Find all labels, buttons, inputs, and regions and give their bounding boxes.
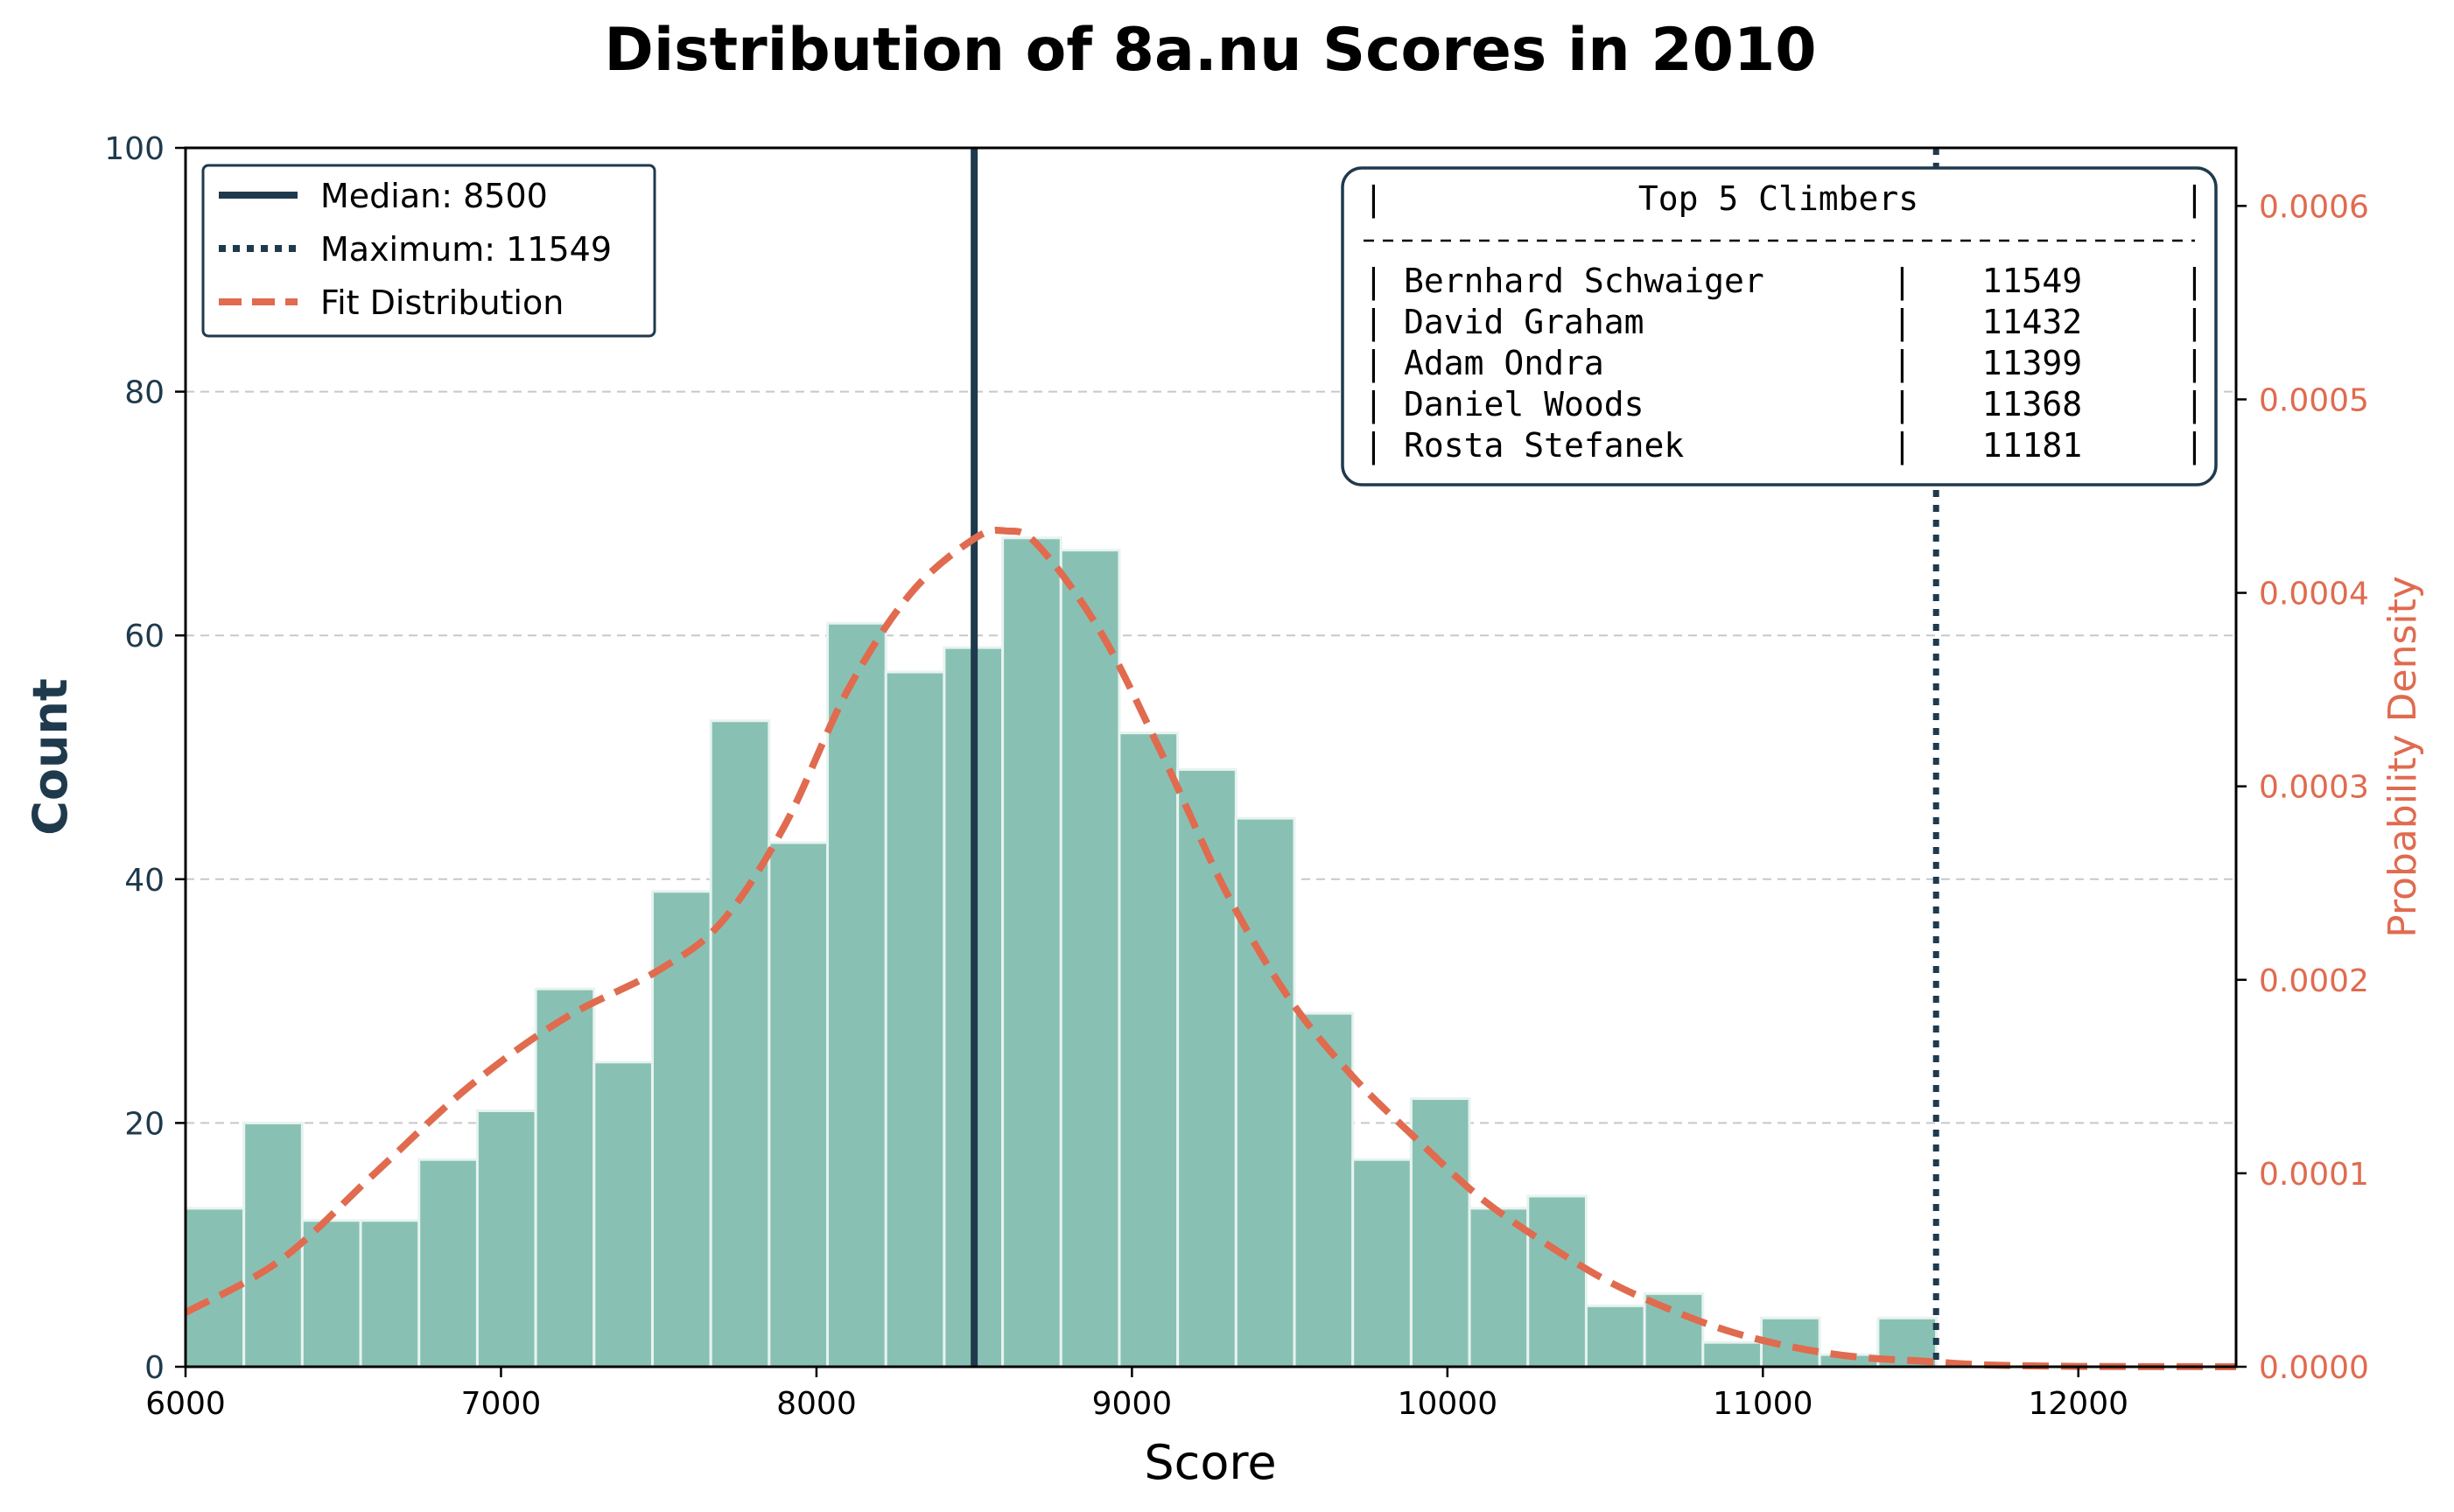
plot-frame: [184, 146, 2238, 1368]
legend: Median: 8500 Maximum: 11549 Fit Distribu…: [201, 164, 656, 338]
table-row-border: |: [2184, 303, 2205, 342]
histogram-bar: [300, 1219, 362, 1368]
y-tick-label: 0: [144, 1350, 165, 1386]
table-border-left: |: [1364, 179, 1384, 219]
y2-axis-ticks: 0.0000 0.0001 0.0002 0.0003 0.0004 0.0005 0.00…: [2236, 189, 2369, 1386]
legend-box: [201, 164, 656, 338]
legend-fit-label: Fit Distribution: [320, 284, 564, 322]
table-row-border: |: [1892, 426, 1912, 466]
histogram-bar: [1059, 549, 1121, 1368]
top-climbers-rows: | Bernhard Schwaiger | 11549 || David Graham |…: [1364, 262, 2205, 466]
climber-score: 11368: [1982, 385, 2082, 424]
x-tick-label: 7000: [461, 1386, 542, 1422]
table-row-border: |: [1892, 344, 1912, 383]
climber-name: Rosta Stefanek: [1404, 426, 1684, 465]
y2-tick-label: 0.0000: [2259, 1350, 2369, 1386]
y2-tick-label: 0.0003: [2259, 770, 2369, 806]
histogram-bar: [768, 841, 830, 1368]
histogram-bar: [650, 890, 712, 1368]
histogram-bar: [359, 1219, 421, 1368]
climber-name: Daniel Woods: [1404, 385, 1644, 424]
table-row-border: |: [2184, 262, 2205, 301]
top-climbers-title: Top 5 Climbers: [1638, 179, 1918, 218]
histogram-bar: [1468, 1207, 1530, 1368]
histogram-bar: [1526, 1194, 1588, 1368]
x-tick-label: 9000: [1092, 1386, 1173, 1422]
y-tick-label: 40: [124, 863, 165, 899]
table-border-right: |: [2184, 179, 2205, 219]
table-row-border: |: [1364, 426, 1384, 466]
histogram-bar: [884, 670, 946, 1368]
y2-tick-label: 0.0004: [2259, 577, 2369, 612]
y-axis-ticks: 0 20 40 60 80 100: [104, 131, 186, 1386]
y-axis-label: Count: [23, 678, 78, 835]
histogram-bar: [1701, 1340, 1763, 1368]
y2-axis-label: Probability Density: [2380, 576, 2425, 938]
x-tick-label: 8000: [776, 1386, 857, 1422]
y-tick-label: 100: [104, 131, 165, 167]
x-axis-ticks: 6000 7000 8000 9000 10000 11000 12000: [145, 1367, 2128, 1422]
legend-maximum-label: Maximum: 11549: [320, 230, 612, 269]
table-row-border: |: [1364, 303, 1384, 342]
x-tick-label: 12000: [2029, 1386, 2129, 1422]
histogram-bars: [184, 536, 1939, 1368]
histogram-bar: [534, 987, 596, 1368]
y-tick-label: 80: [124, 375, 165, 411]
climber-name: Adam Ondra: [1404, 344, 1604, 382]
table-row-border: |: [2184, 426, 2205, 466]
histogram-bar: [826, 621, 887, 1368]
histogram-bar: [1234, 816, 1296, 1368]
histogram-bar: [1351, 1158, 1413, 1368]
table-row-border: |: [1364, 344, 1384, 383]
legend-median-label: Median: 8500: [320, 177, 548, 215]
x-axis-label: Score: [1144, 1435, 1276, 1490]
histogram-bar: [709, 719, 771, 1368]
climber-name: David Graham: [1404, 303, 1644, 341]
histogram-bar: [475, 1109, 537, 1368]
histogram-bar: [1001, 536, 1062, 1368]
climber-score: 11399: [1982, 344, 2082, 382]
fit-curve: [184, 527, 2237, 1370]
x-tick-label: 11000: [1713, 1386, 1813, 1422]
climber-score: 11181: [1982, 426, 2082, 465]
table-row-border: |: [1892, 385, 1912, 424]
y2-tick-label: 0.0002: [2259, 963, 2369, 999]
histogram-bar: [1584, 1304, 1646, 1368]
table-row-border: |: [1364, 385, 1384, 424]
table-row-border: |: [1364, 262, 1384, 301]
y2-tick-label: 0.0006: [2259, 189, 2369, 225]
y2-tick-label: 0.0001: [2259, 1157, 2369, 1193]
histogram-bar: [417, 1158, 479, 1368]
climber-score: 11432: [1982, 303, 2082, 341]
top-climbers-table: | Top 5 Climbers | | Bernhard Schwaiger | 1…: [1341, 166, 2218, 486]
y-tick-label: 60: [124, 619, 165, 654]
x-tick-label: 10000: [1398, 1386, 1498, 1422]
y-tick-label: 20: [124, 1106, 165, 1142]
top-climbers-box: [1341, 166, 2218, 486]
table-row-border: |: [1892, 262, 1912, 301]
table-row-border: |: [2184, 385, 2205, 424]
climber-name: Bernhard Schwaiger: [1404, 262, 1764, 300]
x-tick-label: 6000: [145, 1386, 226, 1422]
y2-tick-label: 0.0005: [2259, 382, 2369, 418]
histogram-bar: [242, 1121, 304, 1368]
climber-score: 11549: [1982, 262, 2082, 300]
table-row-border: |: [2184, 344, 2205, 383]
table-row-border: |: [1892, 303, 1912, 342]
fit-curve-group: [184, 527, 2237, 1370]
histogram-bar: [592, 1060, 654, 1368]
histogram-bar: [1409, 1097, 1471, 1368]
histogram-bar: [1118, 732, 1180, 1368]
chart-title: Distribution of 8a.nu Scores in 2010: [604, 16, 1816, 85]
